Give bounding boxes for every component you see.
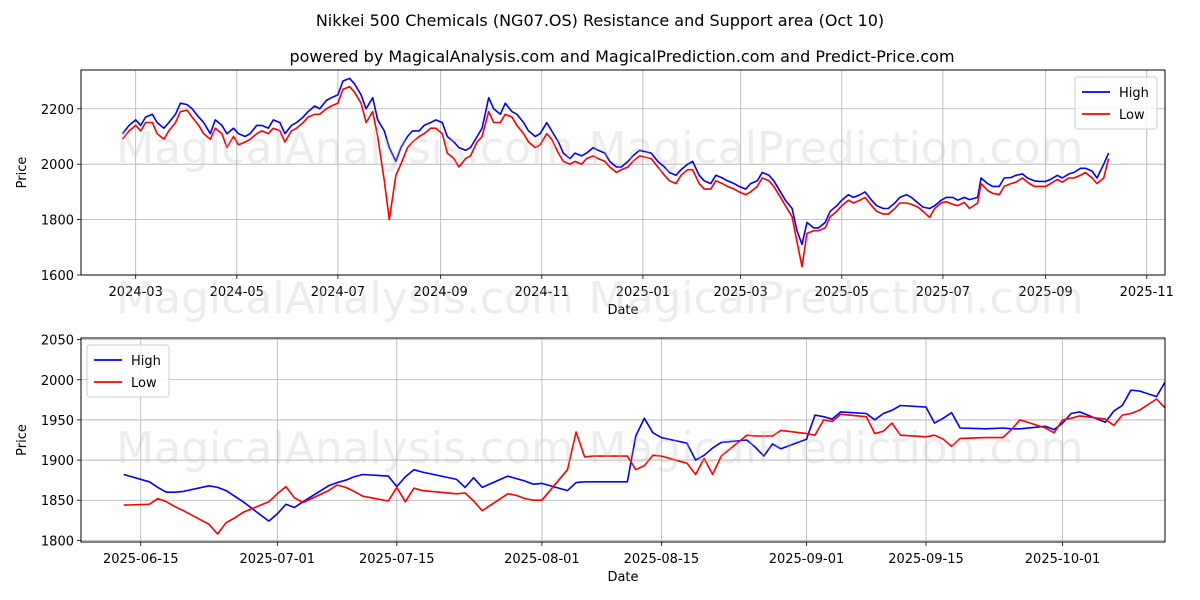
- top-chart-panel: 2024-03 2024-05 2024-07 2024-09 2024-11 2025-…: [15, 69, 1174, 318]
- bottom-chart-panel: 2025-06-15 2025-07-01 2025-07-15 2025-08-01…: [15, 334, 1166, 585]
- series-line-low: [123, 398, 1166, 535]
- legend-box: [86, 344, 170, 398]
- y-tick-label: 1950: [41, 414, 74, 429]
- y-tick-label: 2000: [41, 374, 74, 389]
- y-tick-label: 1600: [41, 269, 74, 284]
- x-tick-label: 2024-05: [210, 285, 264, 300]
- legend-label-low: Low: [131, 376, 157, 391]
- x-tick-label: 2025-11: [1120, 285, 1174, 300]
- x-axis-label: Date: [607, 303, 638, 318]
- watermark-prediction-mid: MagicalPrediction.com: [589, 273, 1084, 324]
- x-tick-label: 2024-11: [515, 285, 569, 300]
- x-tick-label: 2025-10-01: [1025, 552, 1101, 567]
- x-axis-label: Date: [607, 570, 638, 585]
- legend-label-low: Low: [1119, 108, 1145, 123]
- legend-label-high: High: [131, 354, 161, 369]
- x-tick-label: 2025-06-15: [103, 552, 179, 567]
- x-tick-label: 2025-01: [616, 285, 670, 300]
- y-tick-label: 1900: [41, 454, 74, 469]
- watermark-analysis-mid: MagicalAnalysis.com: [116, 273, 574, 324]
- y-tick-label: 2000: [41, 158, 74, 173]
- x-tick-label: 2024-07: [311, 285, 365, 300]
- x-tick-label: 2025-07-15: [359, 552, 435, 567]
- chart-title: Nikkei 500 Chemicals (NG07.OS) Resistanc…: [316, 11, 884, 30]
- watermark-analysis-bottom: MagicalAnalysis.com: [116, 423, 574, 474]
- chart-subtitle: powered by MagicalAnalysis.com and Magic…: [289, 47, 954, 66]
- legend: High Low: [86, 344, 170, 398]
- y-tick-label: 1800: [41, 534, 74, 549]
- plot-frame: [80, 69, 1166, 276]
- x-tick-label: 2025-08-01: [504, 552, 580, 567]
- x-tick-label: 2025-07-01: [240, 552, 316, 567]
- watermark-prediction-top: MagicalPrediction.com: [589, 123, 1084, 174]
- x-tick-label: 2025-05: [815, 285, 869, 300]
- y-axis-label: Price: [15, 157, 30, 189]
- x-tick-label: 2025-09-01: [769, 552, 845, 567]
- series-line-low: [121, 85, 1110, 268]
- plot-frame: [80, 337, 1166, 543]
- legend-label-high: High: [1119, 86, 1149, 101]
- legend-box: [1074, 76, 1158, 130]
- series-line-high: [123, 381, 1166, 522]
- x-tick-label: 2025-08-15: [624, 552, 700, 567]
- watermark-analysis-top: MagicalAnalysis.com: [116, 123, 574, 174]
- y-tick-label: 2200: [41, 103, 74, 118]
- watermark-prediction-bottom: MagicalPrediction.com: [589, 423, 1084, 474]
- y-tick-label: 1800: [41, 214, 74, 229]
- legend: High Low: [1074, 76, 1158, 130]
- y-axis-label: Price: [15, 424, 30, 456]
- y-tick-label: 2050: [41, 334, 74, 349]
- x-tick-label: 2025-07: [916, 285, 970, 300]
- series-line-high: [121, 77, 1110, 246]
- x-tick-label: 2025-09: [1018, 285, 1072, 300]
- x-tick-label: 2025-09-15: [888, 552, 964, 567]
- x-tick-label: 2024-09: [414, 285, 468, 300]
- x-tick-label: 2024-03: [109, 285, 163, 300]
- x-tick-label: 2025-03: [714, 285, 768, 300]
- y-tick-label: 1850: [41, 494, 74, 509]
